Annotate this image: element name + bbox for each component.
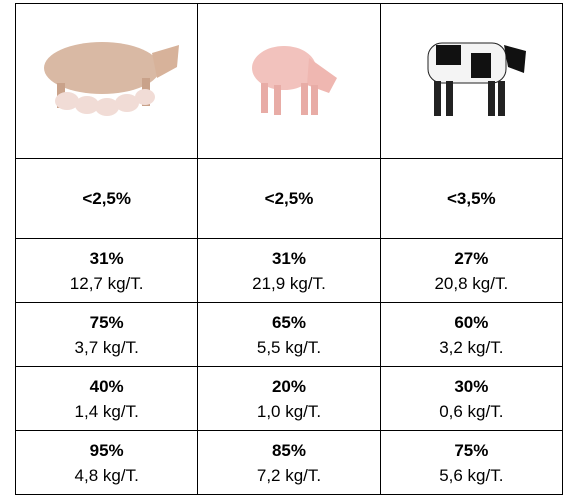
threshold: <2,5% bbox=[265, 189, 314, 208]
threshold: <3,5% bbox=[447, 189, 496, 208]
sow-image bbox=[27, 23, 187, 133]
percent: 30% bbox=[381, 374, 562, 399]
pig-image bbox=[229, 23, 349, 133]
percent: 95% bbox=[16, 438, 197, 463]
pig-cell bbox=[198, 4, 380, 159]
table-row: 95%4,8 kg/T.85%7,2 kg/T.75%5,6 kg/T. bbox=[16, 431, 563, 495]
amount: 3,2 kg/T. bbox=[381, 335, 562, 360]
table-row: 40%1,4 kg/T.20%1,0 kg/T.30%0,6 kg/T. bbox=[16, 367, 563, 431]
table-cell: 27%20,8 kg/T. bbox=[380, 239, 562, 303]
table-cell: 20%1,0 kg/T. bbox=[198, 367, 380, 431]
table-cell: 30%0,6 kg/T. bbox=[380, 367, 562, 431]
table-cell: 40%1,4 kg/T. bbox=[16, 367, 198, 431]
amount: 3,7 kg/T. bbox=[16, 335, 197, 360]
table-cell: <3,5% bbox=[380, 159, 562, 239]
table-cell: <2,5% bbox=[198, 159, 380, 239]
table-row: <2,5% <2,5% <3,5% bbox=[16, 159, 563, 239]
table-cell: 75%3,7 kg/T. bbox=[16, 303, 198, 367]
percent: 85% bbox=[198, 438, 379, 463]
amount: 5,5 kg/T. bbox=[198, 335, 379, 360]
threshold: <2,5% bbox=[82, 189, 131, 208]
table-cell: 31%21,9 kg/T. bbox=[198, 239, 380, 303]
data-table: <2,5% <2,5% <3,5% 31%12,7 kg/T.31%21,9 kg/T… bbox=[15, 3, 563, 495]
table-cell: 85%7,2 kg/T. bbox=[198, 431, 380, 495]
amount: 1,0 kg/T. bbox=[198, 399, 379, 424]
amount: 20,8 kg/T. bbox=[381, 271, 562, 296]
table-cell: 75%5,6 kg/T. bbox=[380, 431, 562, 495]
amount: 5,6 kg/T. bbox=[381, 463, 562, 488]
table-row: 31%12,7 kg/T.31%21,9 kg/T.27%20,8 kg/T. bbox=[16, 239, 563, 303]
percent: 31% bbox=[16, 246, 197, 271]
percent: 27% bbox=[381, 246, 562, 271]
table-row: 75%3,7 kg/T.65%5,5 kg/T.60%3,2 kg/T. bbox=[16, 303, 563, 367]
page: <2,5% <2,5% <3,5% 31%12,7 kg/T.31%21,9 kg/T… bbox=[0, 0, 578, 503]
percent: 75% bbox=[16, 310, 197, 335]
amount: 4,8 kg/T. bbox=[16, 463, 197, 488]
image-row bbox=[16, 4, 563, 159]
percent: 40% bbox=[16, 374, 197, 399]
sow-cell bbox=[16, 4, 198, 159]
cow-cell bbox=[380, 4, 562, 159]
percent: 65% bbox=[198, 310, 379, 335]
amount: 7,2 kg/T. bbox=[198, 463, 379, 488]
cow-image bbox=[406, 23, 536, 133]
amount: 1,4 kg/T. bbox=[16, 399, 197, 424]
table-cell: <2,5% bbox=[16, 159, 198, 239]
table-cell: 65%5,5 kg/T. bbox=[198, 303, 380, 367]
table-cell: 95%4,8 kg/T. bbox=[16, 431, 198, 495]
percent: 20% bbox=[198, 374, 379, 399]
table-cell: 31%12,7 kg/T. bbox=[16, 239, 198, 303]
amount: 0,6 kg/T. bbox=[381, 399, 562, 424]
percent: 60% bbox=[381, 310, 562, 335]
percent: 75% bbox=[381, 438, 562, 463]
table-cell: 60%3,2 kg/T. bbox=[380, 303, 562, 367]
percent: 31% bbox=[198, 246, 379, 271]
amount: 12,7 kg/T. bbox=[16, 271, 197, 296]
amount: 21,9 kg/T. bbox=[198, 271, 379, 296]
